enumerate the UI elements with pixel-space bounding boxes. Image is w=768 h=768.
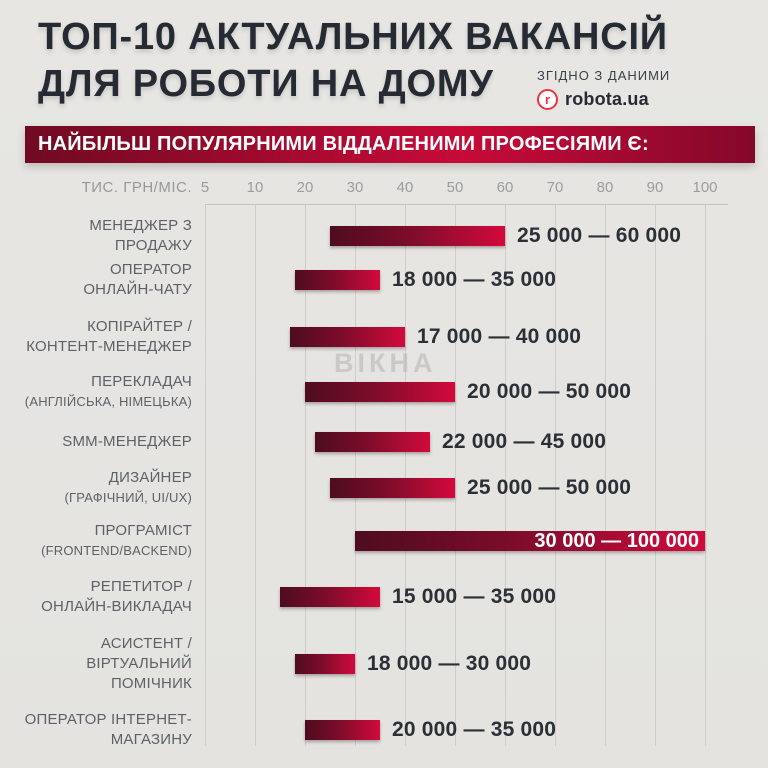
- axis-tick-5: 5: [200, 179, 210, 196]
- salary-bar: [280, 587, 380, 607]
- category-label: КОПІРАЙТЕР / КОНТЕНТ-МЕНЕДЖЕР: [26, 318, 192, 355]
- axis-tick-80: 80: [596, 179, 614, 196]
- gridline: [655, 205, 656, 746]
- gridline: [405, 205, 406, 746]
- salary-range-value: 22 000 — 45 000: [442, 430, 607, 453]
- axis-tick-30: 30: [346, 179, 364, 196]
- axis-tick-20: 20: [296, 179, 314, 196]
- salary-range-value: 25 000 — 60 000: [517, 224, 682, 247]
- title-line-2: ДЛЯ РОБОТИ НА ДОМУ: [38, 63, 494, 105]
- salary-range-value: 18 000 — 35 000: [392, 268, 557, 291]
- robota-logo-text: robota.ua: [565, 89, 649, 109]
- gridline: [705, 205, 706, 746]
- category-label: АСИСТЕНТ / ВІРТУАЛЬНИЙ ПОМІЧНИК: [86, 635, 192, 692]
- category-label: ОПЕРАТОР ОНЛАЙН-ЧАТУ: [83, 261, 192, 298]
- salary-range-value: 18 000 — 30 000: [367, 652, 532, 675]
- axis-tick-70: 70: [546, 179, 564, 196]
- category-label: ПЕРЕКЛАДАЧ (АНГЛІЙСЬКА, НІМЕЦЬКА): [24, 373, 192, 409]
- axis-tick-100: 100: [692, 179, 718, 196]
- axis-tick-90: 90: [646, 179, 664, 196]
- salary-bar: [295, 654, 355, 674]
- salary-bar: [295, 270, 380, 290]
- gridline: [505, 205, 506, 746]
- category-label: ОПЕРАТОР ІНТЕРНЕТ- МАГАЗИНУ: [24, 711, 192, 748]
- salary-bar: [330, 226, 505, 246]
- category-label: РЕПЕТИТОР / ОНЛАЙН-ВИКЛАДАЧ: [41, 578, 192, 615]
- page-title: ТОП-10 АКТУАЛЬНИХ ВАКАНСІЙ ДЛЯ РОБОТИ НА…: [38, 14, 668, 108]
- salary-range-value: 20 000 — 35 000: [392, 718, 557, 741]
- axis-unit-label: ТИС. ГРН/МІС.: [81, 179, 192, 196]
- watermark: ВІКНА: [334, 348, 437, 378]
- subtitle-banner-text: НАЙБІЛЬШ ПОПУЛЯРНИМИ ВІДДАЛЕНИМИ ПРОФЕСІ…: [38, 133, 649, 155]
- gridline: [205, 205, 206, 746]
- axis-tick-50: 50: [446, 179, 464, 196]
- axis-tick-60: 60: [496, 179, 514, 196]
- axis-tick-10: 10: [246, 179, 264, 196]
- title-line-1: ТОП-10 АКТУАЛЬНИХ ВАКАНСІЙ: [38, 16, 668, 58]
- salary-bar: [305, 382, 455, 402]
- source-label: ЗГІДНО З ДАНИМИ: [537, 68, 671, 83]
- salary-range-value: 17 000 — 40 000: [417, 325, 582, 348]
- category-label: ДИЗАЙНЕР (ГРАФІЧНИЙ, UI/UX): [64, 469, 192, 505]
- data-source: ЗГІДНО З ДАНИМИ r robota.ua: [537, 68, 670, 110]
- salary-bar: [305, 720, 380, 740]
- gridline: [605, 205, 606, 746]
- gridline: [305, 205, 306, 746]
- salary-range-value: 25 000 — 50 000: [467, 476, 632, 499]
- salary-bar: [290, 327, 405, 347]
- gridline: [255, 205, 256, 746]
- salary-range-value: 15 000 — 35 000: [392, 585, 557, 608]
- gridline: [355, 205, 356, 746]
- subtitle-banner: НАЙБІЛЬШ ПОПУЛЯРНИМИ ВІДДАЛЕНИМИ ПРОФЕСІ…: [25, 126, 755, 163]
- salary-bar: 30 000 — 100 000: [355, 531, 705, 551]
- robota-r-icon: r: [537, 89, 558, 110]
- category-label: ПРОГРАМІСТ (FRONTEND/BACKEND): [41, 522, 192, 558]
- axis-tick-40: 40: [396, 179, 414, 196]
- robota-ua-logo: r robota.ua: [537, 89, 670, 110]
- salary-range-value: 30 000 — 100 000: [534, 530, 699, 552]
- axis-line: [205, 204, 728, 205]
- salary-bar: [315, 432, 430, 452]
- category-label: SMM-МЕНЕДЖЕР: [62, 433, 192, 450]
- gridline: [555, 205, 556, 746]
- gridline: [455, 205, 456, 746]
- salary-bar: [330, 478, 455, 498]
- salary-range-value: 20 000 — 50 000: [467, 380, 632, 403]
- category-label: МЕНЕДЖЕР З ПРОДАЖУ: [89, 217, 192, 254]
